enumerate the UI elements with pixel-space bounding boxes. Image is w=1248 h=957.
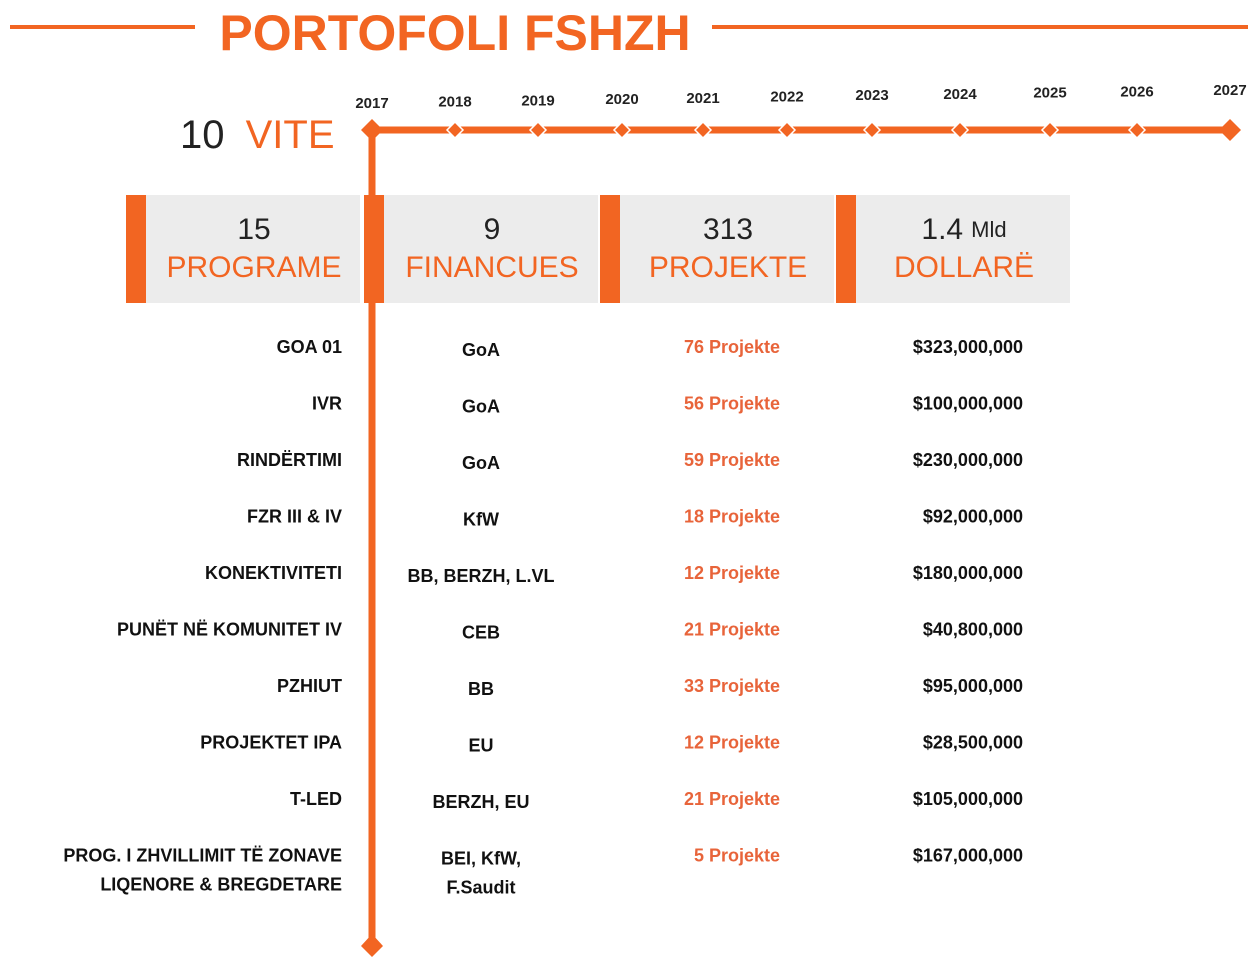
project-count: 12 Projekte (684, 732, 780, 752)
summary-number: 15 (237, 213, 270, 246)
program-name: KONEKTIVITETI (205, 563, 342, 583)
timeline-marker (862, 120, 882, 140)
summary-box (384, 195, 598, 303)
summary-box (856, 195, 1070, 303)
amount: $28,500,000 (923, 732, 1023, 752)
summary-label: FINANCUES (405, 251, 578, 284)
summary-bar (836, 195, 856, 303)
year-label: 2018 (438, 94, 471, 111)
summary-number-value: 9 (484, 213, 501, 246)
financer-name: EU (468, 735, 493, 755)
project-count: 76 Projekte (684, 337, 780, 357)
year-label: 2021 (686, 90, 719, 107)
project-count: 12 Projekte (684, 563, 780, 583)
amount: $180,000,000 (913, 563, 1023, 583)
financer-name: F.Saudit (446, 877, 515, 897)
summary-box (620, 195, 834, 303)
program-name: PZHIUT (277, 676, 342, 696)
financer-name: BB, BERZH, L.VL (408, 566, 555, 586)
program-name: RINDËRTIMI (237, 450, 342, 470)
timeline-marker (950, 120, 970, 140)
summary-bar (126, 195, 146, 303)
year-label: 2020 (605, 91, 638, 108)
summary-label: DOLLARË (894, 251, 1034, 284)
duration-label: VITE (246, 113, 335, 157)
summary-number: 1.4 Mld (921, 213, 1006, 246)
project-count: 59 Projekte (684, 450, 780, 470)
financer-name: GoA (462, 453, 500, 473)
project-count: 21 Projekte (684, 789, 780, 809)
timeline-marker (1127, 120, 1147, 140)
program-name: LIQENORE & BREGDETARE (100, 874, 342, 894)
year-label: 2019 (521, 92, 554, 109)
financer-name: GoA (462, 396, 500, 416)
year-label: 2023 (855, 87, 888, 104)
financer-name: BERZH, EU (432, 792, 529, 812)
duration: 10 VITE (180, 113, 335, 157)
program-name: PROG. I ZHVILLIMIT TË ZONAVE (63, 845, 342, 865)
financer-name: BEI, KfW, (441, 848, 521, 868)
project-count: 18 Projekte (684, 506, 780, 526)
timeline-marker (777, 120, 797, 140)
year-label: 2022 (770, 88, 803, 105)
project-count: 5 Projekte (694, 845, 780, 865)
financer-name: CEB (462, 622, 500, 642)
program-name: IVR (312, 393, 342, 413)
amount: $323,000,000 (913, 337, 1023, 357)
financer-name: GoA (462, 340, 500, 360)
summary-box (146, 195, 360, 303)
timeline-marker (445, 120, 465, 140)
program-name: PUNËT NË KOMUNITET IV (117, 619, 342, 639)
year-label: 2027 (1213, 82, 1246, 99)
summary-number: 9 (484, 213, 501, 246)
project-count: 33 Projekte (684, 676, 780, 696)
program-name: PROJEKTET IPA (200, 732, 342, 752)
project-count: 21 Projekte (684, 619, 780, 639)
amount: $230,000,000 (913, 450, 1023, 470)
timeline-marker (1040, 120, 1060, 140)
summary-number-value: 15 (237, 213, 270, 246)
amount: $105,000,000 (913, 789, 1023, 809)
duration-number: 10 (180, 113, 225, 157)
amount: $92,000,000 (923, 506, 1023, 526)
timeline-marker (1219, 119, 1241, 141)
timeline-end (361, 934, 383, 957)
timeline-marker (528, 120, 548, 140)
timeline-marker (612, 120, 632, 140)
year-label: 2025 (1033, 85, 1066, 102)
financer-name: BB (468, 679, 494, 699)
amount: $167,000,000 (913, 845, 1023, 865)
amount: $100,000,000 (913, 393, 1023, 413)
timeline-marker (361, 119, 383, 141)
summary-bar (364, 195, 384, 303)
year-label: 2024 (943, 86, 977, 103)
program-name: FZR III & IV (247, 506, 342, 526)
project-count: 56 Projekte (684, 393, 780, 413)
year-label: 2017 (355, 95, 388, 112)
timeline-marker (693, 120, 713, 140)
summary-unit: Mld (971, 217, 1006, 242)
amount: $40,800,000 (923, 619, 1023, 639)
program-name: GOA 01 (277, 337, 342, 357)
amount: $95,000,000 (923, 676, 1023, 696)
year-label: 2026 (1120, 83, 1153, 100)
summary-label: PROJEKTE (649, 251, 807, 284)
title: PORTOFOLI FSHZH (219, 5, 690, 61)
summary-number-value: 313 (703, 213, 753, 246)
program-name: T-LED (290, 789, 342, 809)
financer-name: KfW (463, 509, 499, 529)
summary-bar (600, 195, 620, 303)
summary-number: 313 (703, 213, 753, 246)
summary-number-value: 1.4 (921, 213, 963, 246)
summary-label: PROGRAME (166, 251, 341, 284)
